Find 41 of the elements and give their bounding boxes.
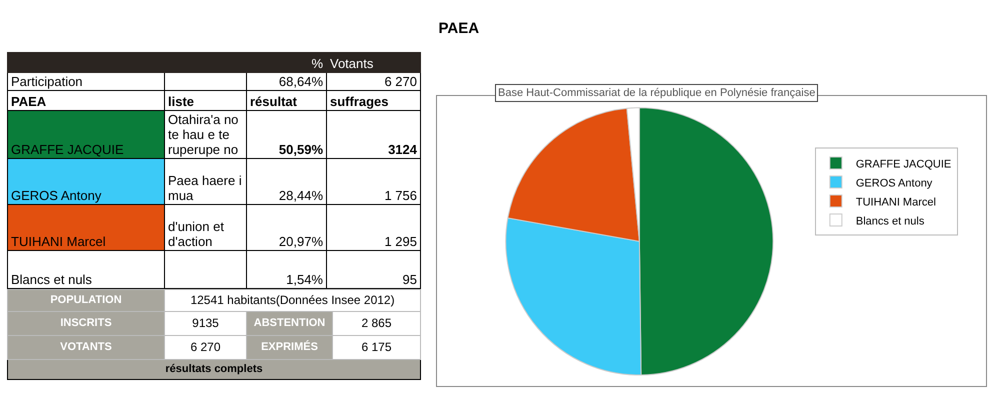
legend-label: GRAFFE JACQUIE [856, 158, 952, 170]
text: Votants [326, 52, 420, 72]
text: 6 175 [332, 336, 421, 360]
text: Paea haere i mua [164, 158, 246, 204]
text: d'union et d'action [164, 204, 246, 250]
legend-label: GEROS Antony [856, 177, 933, 190]
text: EXPRIMÉS [246, 336, 332, 360]
text: 2 865 [332, 312, 421, 336]
text: résultat [246, 90, 326, 110]
text: Otahira'a no te hau e te ruperupe no [164, 110, 246, 158]
text: ABSTENTION [246, 312, 332, 336]
text: TUIHANI Marcel [8, 204, 164, 250]
text: suffrages [326, 90, 420, 110]
text: GRAFFE JACQUIE [8, 110, 164, 158]
text: 20,97% [246, 204, 326, 250]
text: résultats complets [8, 360, 421, 380]
text: Participation [8, 72, 164, 90]
chart-subtitle: Base Haut-Commissariat de la république en Polynésie française [498, 87, 816, 99]
text: liste [164, 90, 246, 110]
text: 6 270 [326, 72, 420, 90]
text: 1 756 [326, 158, 420, 204]
text: Blancs et nuls [8, 250, 164, 288]
legend-label: TUIHANI Marcel [856, 196, 936, 208]
text: PAEA [8, 90, 164, 110]
text: 50,59% [246, 110, 326, 158]
text: 1,54% [246, 250, 326, 288]
chart-title: PAEA [438, 20, 480, 38]
text: % [246, 52, 326, 72]
text: 9135 [164, 312, 246, 336]
text: 28,44% [246, 158, 326, 204]
text: 3124 [326, 110, 420, 158]
text: 6 270 [164, 336, 246, 360]
text: 68,64% [246, 72, 326, 90]
legend-label: Blancs et nuls [856, 215, 925, 228]
text: 1 295 [326, 204, 420, 250]
text: POPULATION [8, 290, 164, 312]
text: GEROS Antony [8, 158, 164, 204]
text: INSCRITS [8, 312, 164, 336]
text: 12541 habitants(Données Insee 2012) [164, 290, 421, 312]
text: VOTANTS [8, 336, 164, 360]
text: 95 [326, 250, 420, 288]
